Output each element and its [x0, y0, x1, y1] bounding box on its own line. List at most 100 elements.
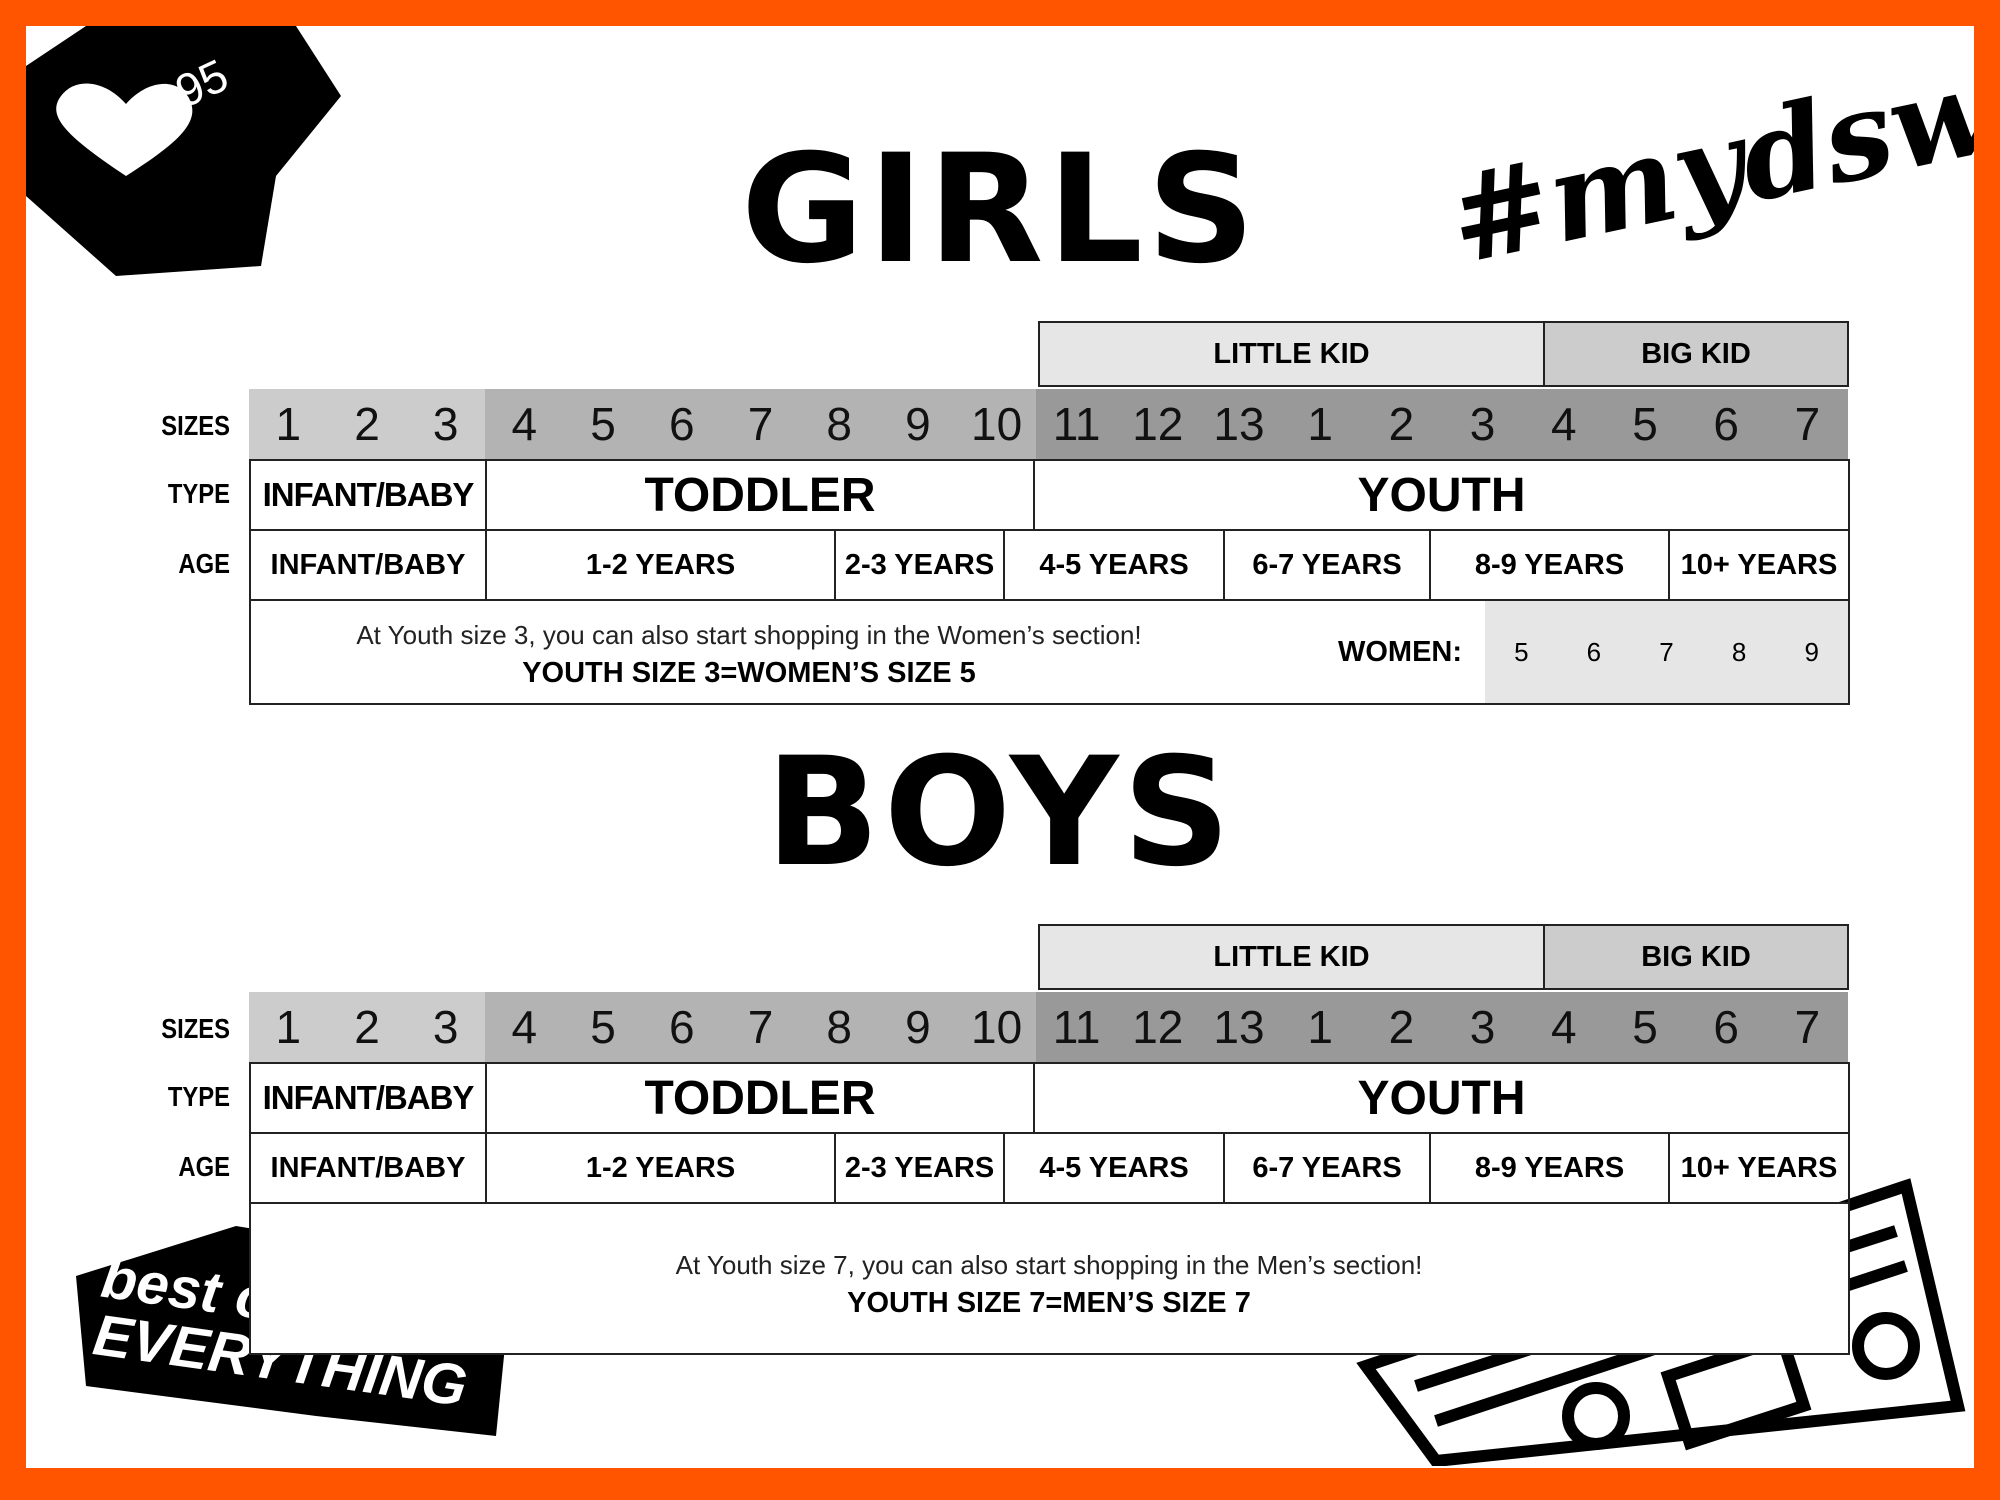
women-size-cell: 6 [1558, 630, 1631, 674]
size-cell: 7 [721, 992, 800, 1062]
size-cell-text: 4 [1550, 1001, 1577, 1053]
age-cell: 1-2 YEARS [485, 1132, 836, 1204]
size-group-bg [1036, 389, 1848, 459]
type-cell-text: INFANT/BABY [262, 1079, 475, 1116]
size-cell-text: 2 [354, 398, 380, 450]
size-cell-text: 9 [905, 1001, 931, 1053]
women-size-cell: 9 [1775, 630, 1848, 674]
size-cell-text: 6 [668, 1001, 695, 1053]
type-cell: TODDLER [485, 459, 1035, 531]
age-cell: 2-3 YEARS [834, 529, 1005, 601]
size-cell-text: 6 [1713, 1001, 1739, 1053]
age-cell-text: 2-3 YEARS [844, 1151, 995, 1184]
type-cell: YOUTH [1033, 1062, 1850, 1134]
section-title-girls-text: GIRLS [740, 123, 1260, 297]
size-cell: 2 [328, 992, 407, 1062]
size-cell-text: 7 [1794, 398, 1821, 450]
size-cell-text: 2 [1388, 1001, 1415, 1053]
size-chart-canvas: 95 #mydsw best of EVERYTHING GIRLS LITTLE… [26, 26, 1974, 1468]
women-size-cell-text: 7 [1659, 636, 1674, 667]
size-cell: 8 [800, 389, 879, 459]
age-label: AGE [60, 1151, 230, 1183]
section-title-boys: BOYS [26, 728, 1974, 898]
age-cell-text: 1-2 YEARS [585, 548, 736, 581]
badge-shape-icon [26, 26, 341, 276]
big-kid-header: BIG KID [1543, 321, 1849, 387]
type-label-text: TYPE [167, 478, 230, 509]
women-size-cell: 7 [1630, 630, 1703, 674]
women-size-cell-text: 6 [1586, 636, 1602, 667]
size-cell-text: 13 [1213, 1001, 1265, 1053]
little-kid-header-text: LITTLE KID [1213, 940, 1370, 973]
type-cell-text: YOUTH [1357, 468, 1526, 522]
type-cell: INFANT/BABY [249, 1062, 487, 1134]
note-text: At Youth size 3, you can also start shop… [249, 618, 1249, 652]
size-cell: 3 [406, 389, 485, 459]
age-cell: 8-9 YEARS [1429, 529, 1670, 601]
size-cell-text: 9 [905, 398, 931, 450]
size-cell-text: 10 [971, 1001, 1023, 1053]
size-cell-text: 5 [590, 398, 616, 450]
size-cell: 10 [957, 389, 1036, 459]
likes-badge[interactable]: 95 [26, 26, 346, 286]
size-cell-text: 2 [354, 1001, 380, 1053]
age-cell: 10+ YEARS [1668, 529, 1850, 601]
type-label: TYPE [60, 1081, 230, 1113]
size-cell: 1 [1280, 992, 1361, 1062]
note-text-text: At Youth size 3, you can also start shop… [356, 619, 1142, 650]
size-cell-text: 10 [971, 398, 1023, 450]
women-size-cell: 5 [1485, 630, 1558, 674]
size-cell: 13 [1198, 389, 1279, 459]
size-cell: 4 [1523, 992, 1604, 1062]
size-cell-text: 1 [275, 398, 302, 450]
age-cell-text: 4-5 YEARS [1039, 1151, 1189, 1184]
women-sizes-bg [1485, 601, 1848, 703]
size-cell-text: 13 [1213, 398, 1265, 450]
age-cell-text: 10+ YEARS [1680, 548, 1838, 581]
age-cell: 1-2 YEARS [485, 529, 836, 601]
size-cell-text: 3 [432, 1001, 459, 1053]
size-cell-text: 11 [1052, 1001, 1101, 1053]
size-cell-text: 7 [747, 398, 774, 450]
size-cell-text: 6 [1713, 398, 1739, 450]
size-cell: 5 [1604, 992, 1685, 1062]
age-cell-text: 4-5 YEARS [1039, 548, 1189, 581]
size-cell: 7 [1767, 992, 1848, 1062]
age-cell-text: 1-2 YEARS [585, 1151, 736, 1184]
size-cell: 13 [1198, 992, 1279, 1062]
age-cell-text: 6-7 YEARS [1252, 548, 1402, 581]
age-label: AGE [60, 548, 230, 580]
note-bold-text-text: YOUTH SIZE 7=MEN’S SIZE 7 [847, 1286, 1251, 1319]
size-cell-text: 5 [1632, 398, 1658, 450]
size-cell: 9 [879, 992, 958, 1062]
size-cell: 10 [957, 992, 1036, 1062]
size-cell-text: 11 [1052, 398, 1101, 450]
women-size-cell-text: 9 [1804, 636, 1819, 667]
age-cell-text: 2-3 YEARS [844, 548, 995, 581]
size-cell: 9 [879, 389, 958, 459]
age-label-text: AGE [178, 1151, 230, 1182]
size-group-bg [1036, 992, 1848, 1062]
sizes-label-text: SIZES [161, 410, 230, 441]
size-cell-text: 6 [668, 398, 695, 450]
size-cell: 1 [1280, 389, 1361, 459]
size-cell-text: 3 [1469, 398, 1496, 450]
type-cell: YOUTH [1033, 459, 1850, 531]
age-cell: 4-5 YEARS [1003, 529, 1225, 601]
size-cell-text: 4 [511, 398, 538, 450]
age-cell-text: 8-9 YEARS [1474, 548, 1625, 581]
type-cell-text: YOUTH [1357, 1071, 1526, 1125]
size-cell-text: 12 [1132, 398, 1184, 450]
little-kid-header-text: LITTLE KID [1213, 337, 1370, 370]
size-cell-text: 7 [1794, 1001, 1821, 1053]
note-row [249, 1202, 1850, 1355]
size-cell-text: 2 [1388, 398, 1415, 450]
size-cell-text: 8 [826, 1001, 852, 1053]
size-cell-text: 7 [747, 1001, 774, 1053]
age-cell-text: INFANT/BABY [270, 548, 466, 581]
size-cell: 6 [642, 389, 721, 459]
size-cell: 7 [1767, 389, 1848, 459]
age-cell: INFANT/BABY [249, 529, 487, 601]
heart-icon [56, 83, 193, 176]
age-cell: INFANT/BABY [249, 1132, 487, 1204]
